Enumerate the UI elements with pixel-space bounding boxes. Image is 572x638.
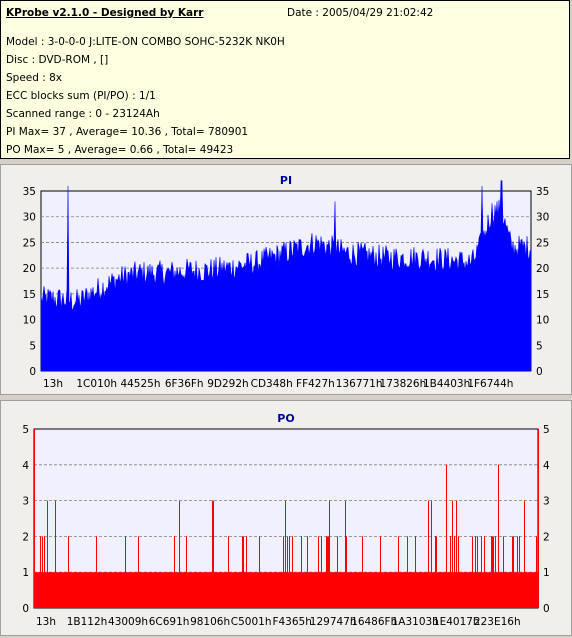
x-tick-label: 1F6744h — [467, 378, 513, 390]
speed-line: Speed : 8x — [6, 72, 63, 84]
y-tick-label-right: 4 — [543, 460, 550, 472]
y-tick-label-right: 0 — [543, 603, 550, 615]
y-tick-label-right: 30 — [536, 212, 549, 224]
y-tick-label-right: 15 — [536, 289, 549, 301]
app-title: KProbe v2.1.0 - Designed by Karr — [6, 7, 204, 19]
y-tick-label: 5 — [29, 340, 36, 352]
y-tick-label-right: 35 — [536, 186, 549, 198]
y-tick-label: 25 — [23, 237, 36, 249]
x-tick-label: 173826h — [380, 378, 427, 390]
y-tick-label-right: 20 — [536, 263, 549, 275]
pi-chart: PI 0 0 5 5 10 10 15 15 20 20 25 25 30 30 35 35 13h 1C010h… — [23, 174, 550, 390]
pi-chart-panel: PI 0 0 5 5 10 10 15 15 20 20 25 25 30 30 35 35 13h 1C010h… — [0, 164, 572, 395]
y-tick-label: 1 — [22, 567, 29, 579]
y-tick-label: 0 — [29, 366, 36, 378]
y-tick-label: 0 — [22, 603, 29, 615]
x-tick-label: 43009h — [108, 616, 148, 628]
x-tick-label: 1C010h — [76, 378, 117, 390]
y-tick-label-right: 25 — [536, 237, 549, 249]
scan-date: Date : 2005/04/29 21:02:42 — [287, 7, 434, 19]
y-tick-label-right: 3 — [543, 496, 550, 508]
po-chart-panel: PO 0 0 1 1 2 2 3 3 4 4 5 5 13h 1B112h 43009h 6C691h 9810… — [0, 400, 572, 636]
x-tick-label: 98106h — [190, 616, 230, 628]
x-tick-label: 16486Fh — [351, 616, 397, 628]
x-tick-label: 9D292h — [207, 378, 248, 390]
y-tick-label: 10 — [23, 315, 36, 327]
pi-summary-line: PI Max= 37 , Average= 10.36 , Total= 780… — [6, 126, 249, 138]
x-tick-label: F4365h — [272, 616, 311, 628]
y-tick-label: 20 — [23, 263, 36, 275]
y-tick-label-right: 10 — [536, 315, 549, 327]
x-tick-label: 6F36Fh — [165, 378, 204, 390]
y-tick-label-right: 1 — [543, 567, 550, 579]
x-tick-label: 44525h — [120, 378, 160, 390]
x-tick-label: CD348h — [251, 378, 293, 390]
pi-chart-title: PI — [280, 174, 292, 187]
model-line: Model : 3-0-0-0 J:LITE-ON COMBO SOHC-523… — [6, 36, 285, 48]
x-tick-label: 136771h — [336, 378, 383, 390]
y-tick-label-right: 5 — [536, 340, 543, 352]
ecc-blocks-line: ECC blocks sum (PI/PO) : 1/1 — [6, 90, 156, 102]
pi-series-bars — [40, 180, 532, 372]
x-tick-label: 13h — [43, 378, 63, 390]
x-tick-label: 6C691h — [149, 616, 190, 628]
y-tick-label: 4 — [22, 460, 29, 472]
x-tick-label: 1B112h — [67, 616, 108, 628]
y-tick-label-right: 5 — [543, 424, 550, 436]
y-tick-label: 5 — [22, 424, 29, 436]
info-panel: KProbe v2.1.0 - Designed by Karr Date : … — [0, 0, 570, 159]
x-tick-label: 1B4403h — [423, 378, 470, 390]
y-tick-label-right: 0 — [536, 366, 543, 378]
x-tick-label: 129747h — [310, 616, 357, 628]
po-chart: PO 0 0 1 1 2 2 3 3 4 4 5 5 13h 1B112h 43009h 6C691h 9810… — [22, 412, 550, 628]
x-tick-label: 223E16h — [474, 616, 521, 628]
x-tick-label: 13h — [36, 616, 56, 628]
x-tick-label: 1E4017h — [433, 616, 480, 628]
y-tick-label-right: 2 — [543, 531, 550, 543]
y-tick-label: 30 — [23, 212, 36, 224]
y-tick-label: 35 — [23, 186, 36, 198]
x-tick-label: C5001h — [231, 616, 272, 628]
scanned-range-line: Scanned range : 0 - 23124Ah — [6, 108, 160, 120]
y-tick-label: 2 — [22, 531, 29, 543]
y-tick-label: 15 — [23, 289, 36, 301]
po-chart-title: PO — [277, 412, 294, 425]
po-summary-line: PO Max= 5 , Average= 0.66 , Total= 49423 — [6, 144, 234, 156]
y-tick-label: 3 — [22, 496, 29, 508]
disc-line: Disc : DVD-ROM , [] — [6, 54, 109, 66]
x-tick-label: FF427h — [296, 378, 335, 390]
x-tick-label: 1A3103h — [392, 616, 439, 628]
